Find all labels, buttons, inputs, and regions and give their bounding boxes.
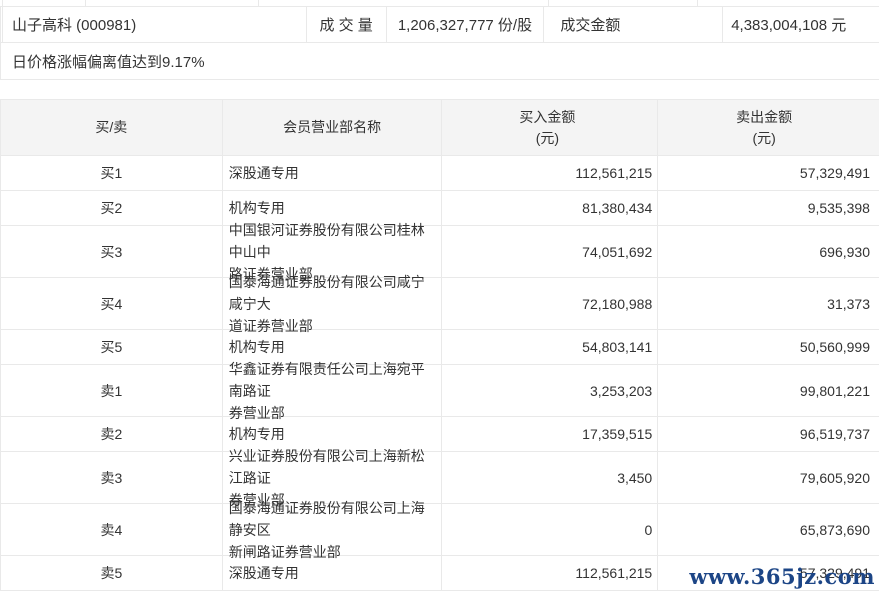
row-sell: 99,801,221: [799, 382, 870, 399]
row-rank: 卖2: [1, 417, 223, 451]
row-rank: 卖3: [1, 452, 223, 503]
row-buy: 3,450: [442, 452, 659, 503]
row-buy: 17,359,515: [442, 417, 659, 451]
row-branch: 国泰海通证券股份有限公司上海静安区 新闸路证券营业部: [223, 500, 443, 560]
row-sell: 79,605,920: [799, 469, 870, 486]
row-rank: 买5: [1, 330, 223, 364]
row-rank: 卖4: [1, 504, 223, 555]
row-sell: 65,873,690: [799, 521, 870, 538]
row-buy: 81,380,434: [442, 191, 659, 225]
table-row: 卖4 国泰海通证券股份有限公司上海静安区 新闸路证券营业部 0 65,873,6…: [1, 500, 879, 560]
row-buy: 54,803,141: [442, 330, 659, 364]
row-sell: 96,519,737: [799, 426, 870, 442]
left-border-top-section: [2, 0, 3, 80]
row-buy: 112,561,215: [442, 556, 659, 590]
row-rank: 买1: [1, 156, 223, 190]
row-buy: 0: [442, 504, 659, 555]
table-row: 卖5 深股通专用 112,561,215 57,329,491: [1, 556, 879, 591]
row-sell: 57,329,491: [799, 565, 870, 581]
row-rank: 买3: [1, 226, 223, 277]
row-branch: 中国银河证券股份有限公司桂林中山中 路证券营业部: [223, 222, 443, 282]
table-row: 买1 深股通专用 112,561,215 57,329,491: [1, 156, 879, 191]
row-sell: 31,373: [827, 295, 870, 312]
row-sell: 696,930: [819, 243, 870, 260]
row-buy: 72,180,988: [442, 278, 659, 329]
row-branch: 深股通专用: [223, 556, 443, 590]
row-branch: 兴业证券股份有限公司上海新松江路证 券营业部: [223, 448, 443, 508]
row-sell: 9,535,398: [807, 200, 870, 216]
row-branch: 华鑫证券有限责任公司上海宛平南路证 券营业部: [223, 361, 443, 421]
table-row: 买5 机构专用 54,803,141 50,560,999: [1, 330, 879, 365]
volume-label: 成 交 量: [307, 7, 387, 42]
cutoff-row-above: [0, 0, 879, 7]
row-branch: 国泰海通证券股份有限公司咸宁咸宁大 道证券营业部: [223, 274, 443, 334]
summary-row: 山子高科 (000981) 成 交 量 1,206,327,777 份/股 成交…: [0, 7, 879, 43]
table-row: 卖3 兴业证券股份有限公司上海新松江路证 券营业部 3,450 79,605,9…: [1, 448, 879, 508]
price-deviation-notice: 日价格涨幅偏离值达到9.17%: [0, 43, 879, 80]
table-row: 买3 中国银河证券股份有限公司桂林中山中 路证券营业部 74,051,692 6…: [1, 222, 879, 282]
header-buy: 买入金额 (元): [442, 100, 659, 155]
row-rank: 卖5: [1, 556, 223, 590]
header-side: 买/卖: [1, 100, 223, 155]
row-rank: 卖1: [1, 365, 223, 416]
row-buy: 112,561,215: [442, 156, 659, 190]
sliver-divider: [258, 0, 259, 7]
table-row: 买4 国泰海通证券股份有限公司咸宁咸宁大 道证券营业部 72,180,988 3…: [1, 274, 879, 334]
header-sell: 卖出金额 (元): [736, 108, 793, 146]
volume-value: 1,206,327,777 份/股: [387, 7, 545, 42]
row-branch: 机构专用: [223, 330, 443, 364]
header-branch: 会员营业部名称: [223, 100, 443, 155]
table-row: 卖2 机构专用 17,359,515 96,519,737: [1, 417, 879, 452]
row-buy: 3,253,203: [442, 365, 659, 416]
site-watermark: www.365jz.com: [689, 564, 875, 589]
row-rank: 买2: [1, 191, 223, 225]
row-sell: 50,560,999: [799, 339, 870, 355]
row-branch: 机构专用: [223, 417, 443, 451]
row-sell: 57,329,491: [799, 165, 870, 181]
row-rank: 买4: [1, 278, 223, 329]
sliver-divider: [548, 0, 549, 7]
sliver-divider: [697, 0, 698, 7]
broker-seats-table: 买/卖 会员营业部名称 买入金额 (元) 卖出金额 (元) 买1 深股通专用 1…: [0, 99, 879, 591]
row-branch: 机构专用: [223, 191, 443, 225]
turnover-label: 成交金额: [544, 7, 724, 42]
sliver-divider: [85, 0, 86, 7]
table-row: 卖1 华鑫证券有限责任公司上海宛平南路证 券营业部 3,253,203 99,8…: [1, 361, 879, 421]
table-row: 买2 机构专用 81,380,434 9,535,398: [1, 191, 879, 226]
turnover-value: 4,383,004,108 元: [731, 17, 847, 34]
table-header-row: 买/卖 会员营业部名称 买入金额 (元) 卖出金额 (元): [1, 100, 879, 156]
row-branch: 深股通专用: [223, 156, 443, 190]
stock-name: 山子高科 (000981): [1, 7, 307, 42]
row-buy: 74,051,692: [442, 226, 659, 277]
